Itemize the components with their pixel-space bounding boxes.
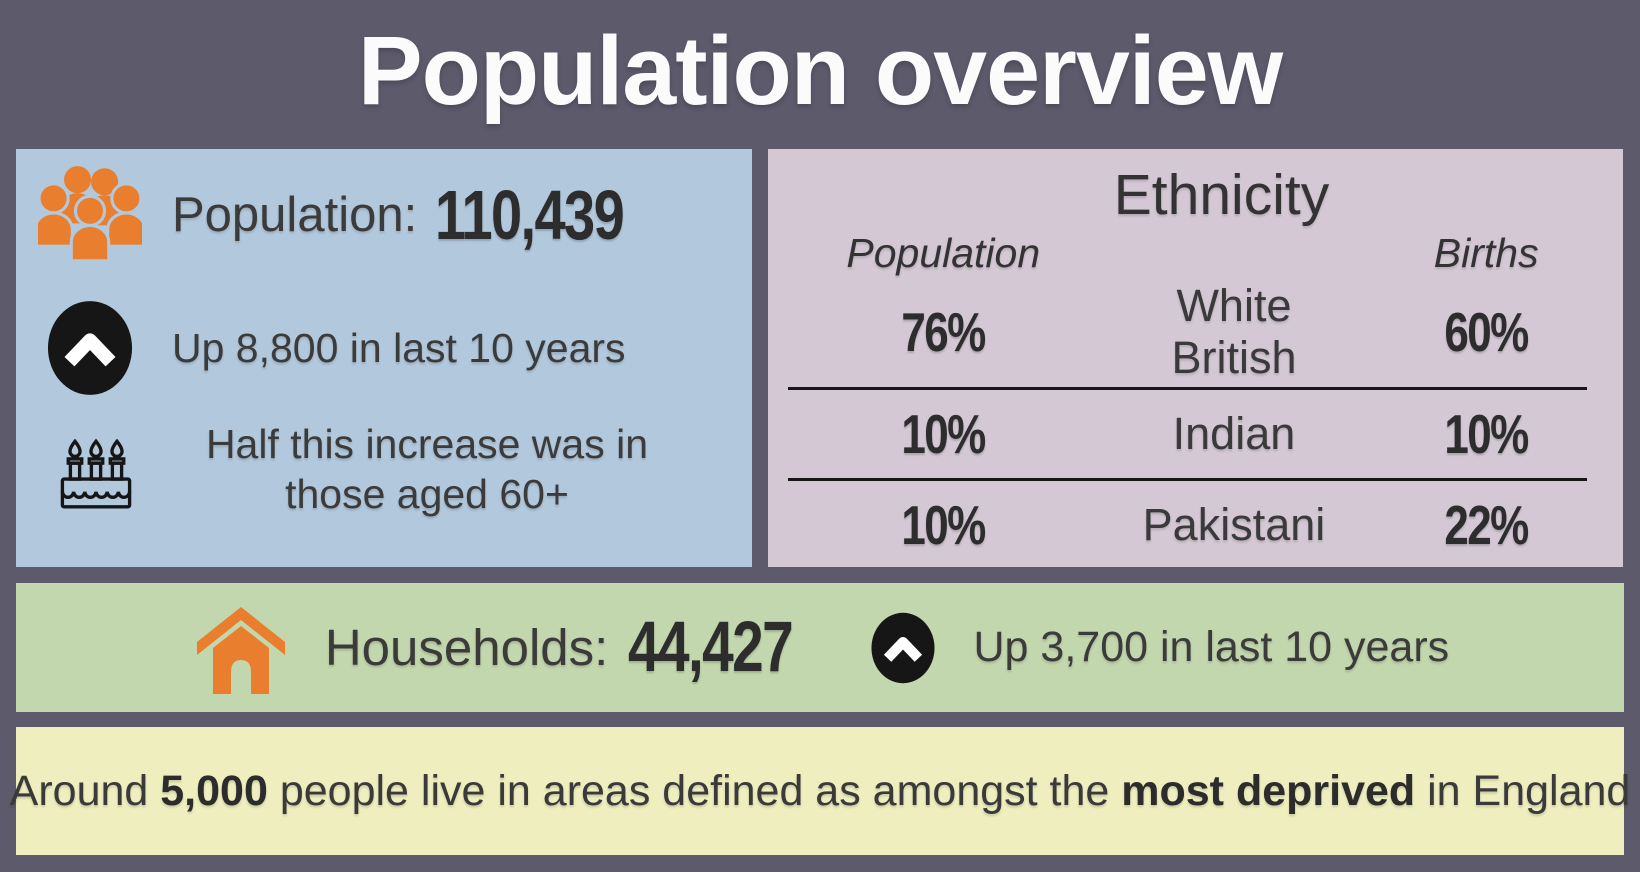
- households-value: 44,427: [628, 608, 794, 687]
- age-note-line1: Half this increase was in: [205, 421, 649, 467]
- age-note-line2: those aged 60+: [285, 471, 569, 517]
- birthday-cake-icon: [54, 419, 138, 519]
- chevron-up-icon: [46, 299, 134, 397]
- row-divider: [788, 478, 1587, 481]
- population-pct: 10%: [901, 403, 987, 465]
- population-total-row: Population: 110,439: [33, 163, 670, 267]
- ethnicity-name: White British: [1171, 280, 1297, 383]
- population-age-note: Half this increase was in those aged 60+: [162, 419, 692, 519]
- population-change-row: Up 8,800 in last 10 years: [46, 299, 626, 397]
- ethnicity-name: Pakistani: [1142, 499, 1326, 550]
- births-pct: 22%: [1444, 494, 1530, 556]
- page-title: Population overview: [357, 16, 1283, 125]
- population-panel: Population: 110,439 Up 8,800 in last 10 …: [16, 149, 752, 567]
- people-group-icon: [33, 163, 147, 267]
- population-age-row: Half this increase was in those aged 60+: [54, 419, 692, 519]
- households-panel: Households: 44,427 Up 3,700 in last 10 y…: [16, 583, 1624, 712]
- ethnicity-row-indian: 10% Indian 10%: [768, 390, 1623, 478]
- house-icon: [191, 598, 291, 698]
- ethnicity-col-births: Births: [1433, 229, 1539, 276]
- ethnicity-name: Indian: [1172, 408, 1296, 459]
- ethnicity-row-pakistani: 10% Pakistani 22%: [768, 481, 1623, 569]
- ethnicity-col-population: Population: [846, 229, 1041, 276]
- deprivation-text: Around 5,000 people live in areas define…: [10, 767, 1631, 816]
- ethnicity-panel: Ethnicity Population Births 76% White Br…: [768, 149, 1623, 567]
- chevron-up-icon: [870, 600, 936, 696]
- deprivation-suffix: in England: [1415, 766, 1631, 815]
- deprivation-middle: people live in areas defined as amongst …: [267, 766, 1122, 815]
- deprivation-highlight: most deprived: [1121, 766, 1416, 815]
- births-pct: 10%: [1444, 403, 1530, 465]
- population-label: Population:: [172, 188, 418, 242]
- row-divider: [788, 387, 1587, 390]
- population-value: 110,439: [435, 176, 625, 254]
- births-pct: 60%: [1444, 301, 1530, 363]
- population-change-text: Up 8,800 in last 10 years: [172, 324, 626, 371]
- deprivation-panel: Around 5,000 people live in areas define…: [10, 727, 1630, 855]
- population-pct: 76%: [901, 301, 987, 363]
- ethnicity-header-row: Population Births: [768, 229, 1623, 277]
- deprivation-stat: 5,000: [160, 766, 268, 815]
- population-pct: 10%: [901, 494, 987, 556]
- ethnicity-title: Ethnicity: [1113, 163, 1330, 227]
- households-label: Households:: [324, 619, 609, 676]
- households-change-text: Up 3,700 in last 10 years: [973, 623, 1450, 671]
- ethnicity-row-white-british: 76% White British 60%: [768, 277, 1623, 387]
- deprivation-prefix: Around: [9, 766, 161, 815]
